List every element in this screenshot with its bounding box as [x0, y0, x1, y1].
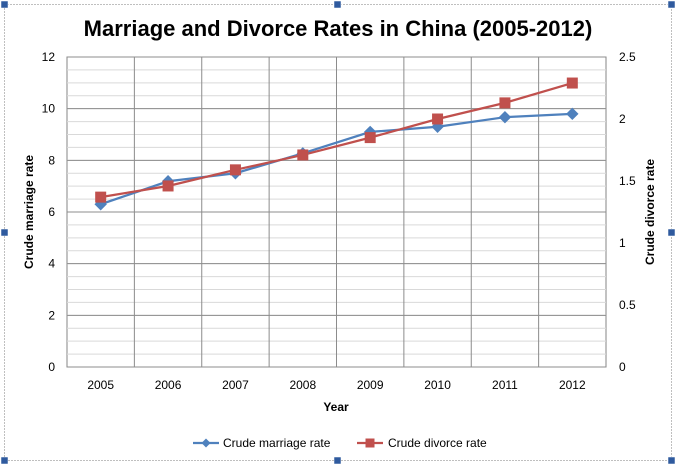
- x-tick-label: 2011: [492, 378, 518, 392]
- right-axis-title: Crude divorce rate: [643, 159, 657, 265]
- right-tick-label: 1: [619, 236, 626, 250]
- marker-divorce: [162, 180, 174, 192]
- grid-vertical: [133, 57, 540, 367]
- x-tick-label: 2005: [87, 378, 114, 392]
- x-tick-label: 2007: [222, 378, 249, 392]
- marker-divorce: [432, 113, 444, 125]
- handle-bottom-middle[interactable]: [333, 456, 342, 465]
- series-line-divorce: [100, 81, 573, 199]
- legend-marker-marriage: [201, 438, 211, 448]
- x-tick-label: 2008: [289, 378, 316, 392]
- marker-divorce: [297, 149, 309, 161]
- marker-divorce: [229, 164, 241, 176]
- right-axis: 0 0.5 1 1.5 2 2.5: [619, 50, 636, 374]
- legend: Crude marriage rate Crude divorce rate: [193, 436, 487, 450]
- marker-marriage: [498, 110, 512, 124]
- left-tick-label: 8: [48, 153, 55, 167]
- handle-bottom-left[interactable]: [0, 456, 9, 465]
- right-tick-label: 2.5: [619, 50, 636, 64]
- marker-divorce: [364, 132, 376, 144]
- left-tick-label: 10: [42, 102, 56, 116]
- left-tick-label: 0: [48, 360, 55, 374]
- right-tick-label: 0: [619, 360, 626, 374]
- legend-marker-divorce: [365, 438, 375, 448]
- left-tick-label: 2: [48, 308, 55, 322]
- marker-divorce: [499, 97, 511, 109]
- left-axis-title: Crude marriage rate: [22, 155, 36, 269]
- x-axis-title: Year: [323, 400, 349, 414]
- legend-label-divorce: Crude divorce rate: [388, 436, 487, 450]
- series-line-marriage: [100, 112, 573, 206]
- x-tick-label: 2012: [559, 378, 586, 392]
- marker-divorce: [566, 77, 578, 89]
- series-layer: [94, 77, 579, 211]
- right-tick-label: 2: [619, 112, 626, 126]
- left-tick-label: 6: [48, 205, 55, 219]
- handle-bottom-right[interactable]: [667, 456, 676, 465]
- legend-label-marriage: Crude marriage rate: [223, 436, 331, 450]
- right-tick-label: 0.5: [619, 298, 636, 312]
- x-axis: 2005 2006 2007 2008 2009 2010 2011 2012: [87, 378, 586, 392]
- left-tick-label: 4: [48, 257, 55, 271]
- chart-title: Marriage and Divorce Rates in China (200…: [84, 16, 593, 41]
- series-markers-divorce: [95, 77, 578, 203]
- handle-top-left[interactable]: [0, 0, 9, 9]
- marker-marriage: [566, 107, 579, 121]
- left-tick-label: 12: [42, 50, 56, 64]
- handle-middle-right[interactable]: [667, 228, 676, 237]
- handle-middle-left[interactable]: [0, 228, 9, 237]
- x-tick-label: 2009: [357, 378, 384, 392]
- x-tick-label: 2010: [424, 378, 451, 392]
- left-axis: 0 2 4 6 8 10 12: [42, 50, 56, 374]
- right-tick-label: 1.5: [619, 174, 636, 188]
- x-tick-label: 2006: [155, 378, 182, 392]
- marker-divorce: [95, 191, 107, 203]
- handle-top-right[interactable]: [667, 0, 676, 9]
- handle-top-middle[interactable]: [333, 0, 342, 9]
